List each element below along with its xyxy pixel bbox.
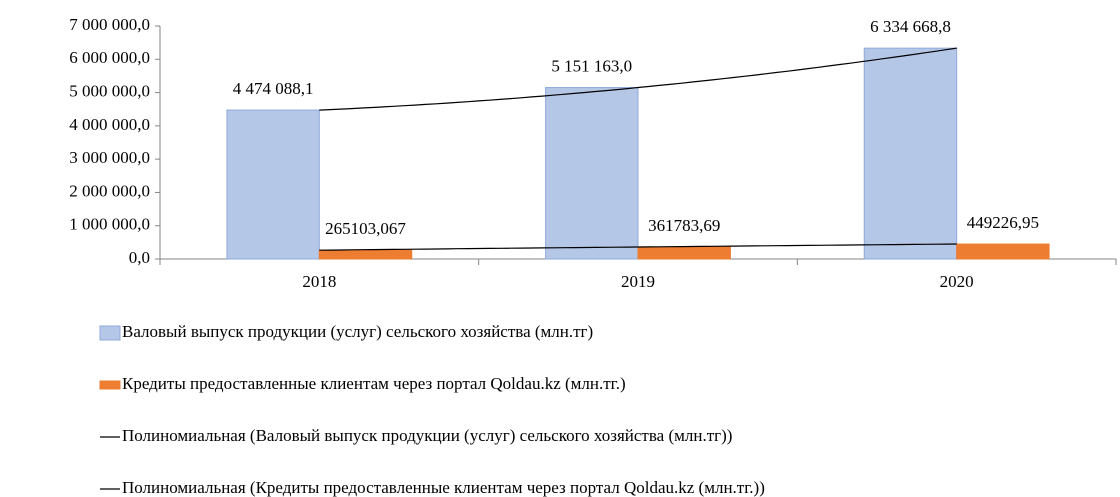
data-label: 449226,95 xyxy=(967,213,1039,232)
y-tick-label: 7 000 000,0 xyxy=(69,15,150,34)
data-label: 361783,69 xyxy=(648,216,720,235)
bar xyxy=(545,87,639,260)
y-tick-label: 2 000 000,0 xyxy=(69,181,150,200)
y-tick-label: 6 000 000,0 xyxy=(69,48,150,67)
y-tick-label: 5 000 000,0 xyxy=(69,81,150,100)
trendline xyxy=(319,47,957,111)
legend-label: Кредиты предоставленные клиентам через п… xyxy=(122,374,626,393)
legend-label: Полиномиальная (Валовый выпуск продукции… xyxy=(122,426,732,445)
y-tick-label: 0,0 xyxy=(129,248,150,267)
bar xyxy=(318,249,413,260)
y-tick-label: 1 000 000,0 xyxy=(69,215,150,234)
y-tick-label: 3 000 000,0 xyxy=(69,148,150,167)
legend-swatch xyxy=(99,380,121,390)
x-tick-label: 2019 xyxy=(621,272,655,291)
bar xyxy=(863,47,958,260)
data-label: 265103,067 xyxy=(325,219,406,238)
trendline xyxy=(319,243,957,251)
legend-label: Полиномиальная (Кредиты предоставленные … xyxy=(122,478,765,497)
x-tick-label: 2020 xyxy=(940,272,974,291)
x-tick-label: 2018 xyxy=(302,272,336,291)
data-label: 5 151 163,0 xyxy=(551,56,632,75)
bar xyxy=(637,246,731,260)
legend-swatch xyxy=(99,325,121,341)
data-label: 4 474 088,1 xyxy=(233,79,314,98)
data-label: 6 334 668,8 xyxy=(870,17,951,36)
legend-label: Валовый выпуск продукции (услуг) сельско… xyxy=(122,322,593,341)
y-tick-label: 4 000 000,0 xyxy=(69,115,150,134)
bar xyxy=(956,243,1050,260)
bar xyxy=(226,109,320,260)
